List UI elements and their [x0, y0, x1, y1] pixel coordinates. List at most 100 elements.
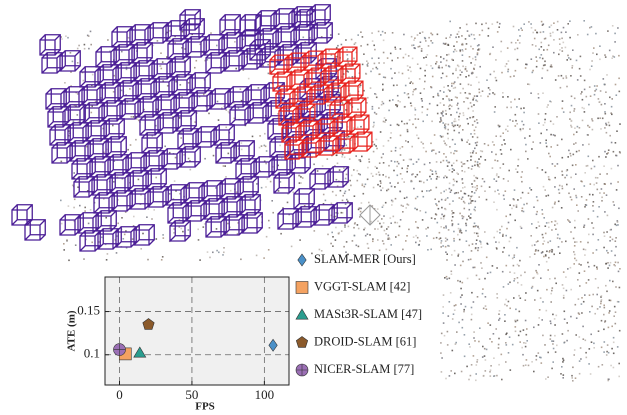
cloud-point [401, 168, 403, 170]
cloud-point [515, 168, 517, 170]
cloud-point [470, 84, 472, 86]
cloud-point [461, 140, 463, 142]
cloud-point [473, 337, 475, 339]
cloud-point [468, 343, 470, 345]
voxel-box [202, 181, 222, 201]
cloud-point [611, 326, 613, 328]
cloud-point [485, 296, 487, 298]
cloud-point [327, 234, 329, 236]
cloud-point [342, 195, 344, 197]
cloud-point [532, 286, 534, 288]
cloud-point [440, 162, 442, 164]
cloud-point [504, 320, 506, 322]
cloud-point [471, 200, 473, 202]
cloud-point [589, 348, 591, 350]
cloud-point [470, 46, 472, 48]
cloud-point [403, 159, 405, 161]
cloud-point [452, 212, 454, 214]
voxel-box [166, 185, 186, 205]
cloud-point [459, 197, 461, 199]
cloud-point [583, 301, 585, 303]
cloud-point [537, 273, 539, 275]
cloud-point [446, 54, 448, 56]
voxel-box [68, 123, 88, 143]
cloud-point [475, 23, 477, 25]
cloud-point [546, 222, 548, 224]
cloud-point [418, 118, 420, 120]
cloud-point [601, 197, 603, 199]
cloud-point [163, 237, 165, 239]
cloud-point [569, 20, 571, 22]
cloud-point [574, 254, 576, 256]
cloud-point [440, 56, 442, 58]
cloud-point [605, 91, 607, 93]
cloud-point [475, 56, 477, 58]
cloud-point [579, 360, 581, 362]
cloud-point [466, 225, 468, 227]
cloud-point [483, 308, 485, 310]
cloud-point [573, 354, 575, 356]
cloud-point [443, 191, 445, 193]
cloud-point [477, 226, 479, 228]
cloud-point [502, 92, 504, 94]
cloud-point [604, 235, 606, 237]
cloud-point [209, 257, 211, 259]
cloud-point [512, 120, 514, 122]
cloud-point [424, 81, 426, 83]
cloud-point [502, 96, 504, 98]
cloud-point [367, 64, 369, 66]
cloud-point [437, 222, 439, 224]
cloud-point [592, 294, 594, 296]
cloud-point [515, 331, 517, 333]
cloud-point [435, 203, 437, 205]
cloud-point [421, 191, 423, 193]
cloud-point [495, 77, 497, 79]
cloud-point [388, 177, 390, 179]
cloud-point [586, 282, 588, 284]
cloud-point [513, 205, 515, 207]
cloud-point [452, 223, 454, 225]
cloud-point [376, 167, 378, 169]
voxel-box [220, 15, 240, 35]
cloud-point [267, 178, 269, 180]
cloud-point [454, 125, 456, 127]
cloud-point [575, 164, 577, 166]
cloud-point [376, 148, 378, 150]
cloud-point [603, 78, 605, 80]
cloud-point [424, 75, 426, 77]
cloud-point [194, 67, 196, 69]
cloud-point [536, 211, 538, 213]
cloud-point [615, 142, 617, 144]
cloud-point [435, 153, 437, 155]
cloud-point [382, 153, 384, 155]
cloud-point [446, 177, 448, 179]
cloud-point [604, 307, 606, 309]
cloud-point [543, 31, 545, 33]
cloud-point [582, 99, 584, 101]
cloud-point [421, 98, 423, 100]
cloud-point [448, 315, 450, 317]
cloud-point [443, 294, 445, 296]
cloud-point [374, 93, 376, 95]
cloud-point [517, 165, 519, 167]
cloud-point [479, 66, 481, 68]
cloud-point [371, 32, 373, 34]
cloud-point [391, 186, 393, 188]
cloud-point [390, 132, 392, 134]
cloud-point [538, 352, 540, 354]
cloud-point [73, 172, 75, 174]
cloud-point [554, 165, 556, 167]
cloud-point [466, 219, 468, 221]
cloud-point [544, 64, 546, 66]
cloud-point [361, 202, 363, 204]
cloud-point [410, 102, 412, 104]
cloud-point [427, 54, 429, 56]
cloud-point [351, 175, 353, 177]
cloud-point [571, 67, 573, 69]
cloud-point [592, 160, 594, 162]
cloud-point [258, 87, 260, 89]
cloud-point [455, 37, 457, 39]
cloud-point [162, 256, 164, 258]
cloud-point [519, 341, 521, 343]
cloud-point [452, 139, 454, 141]
